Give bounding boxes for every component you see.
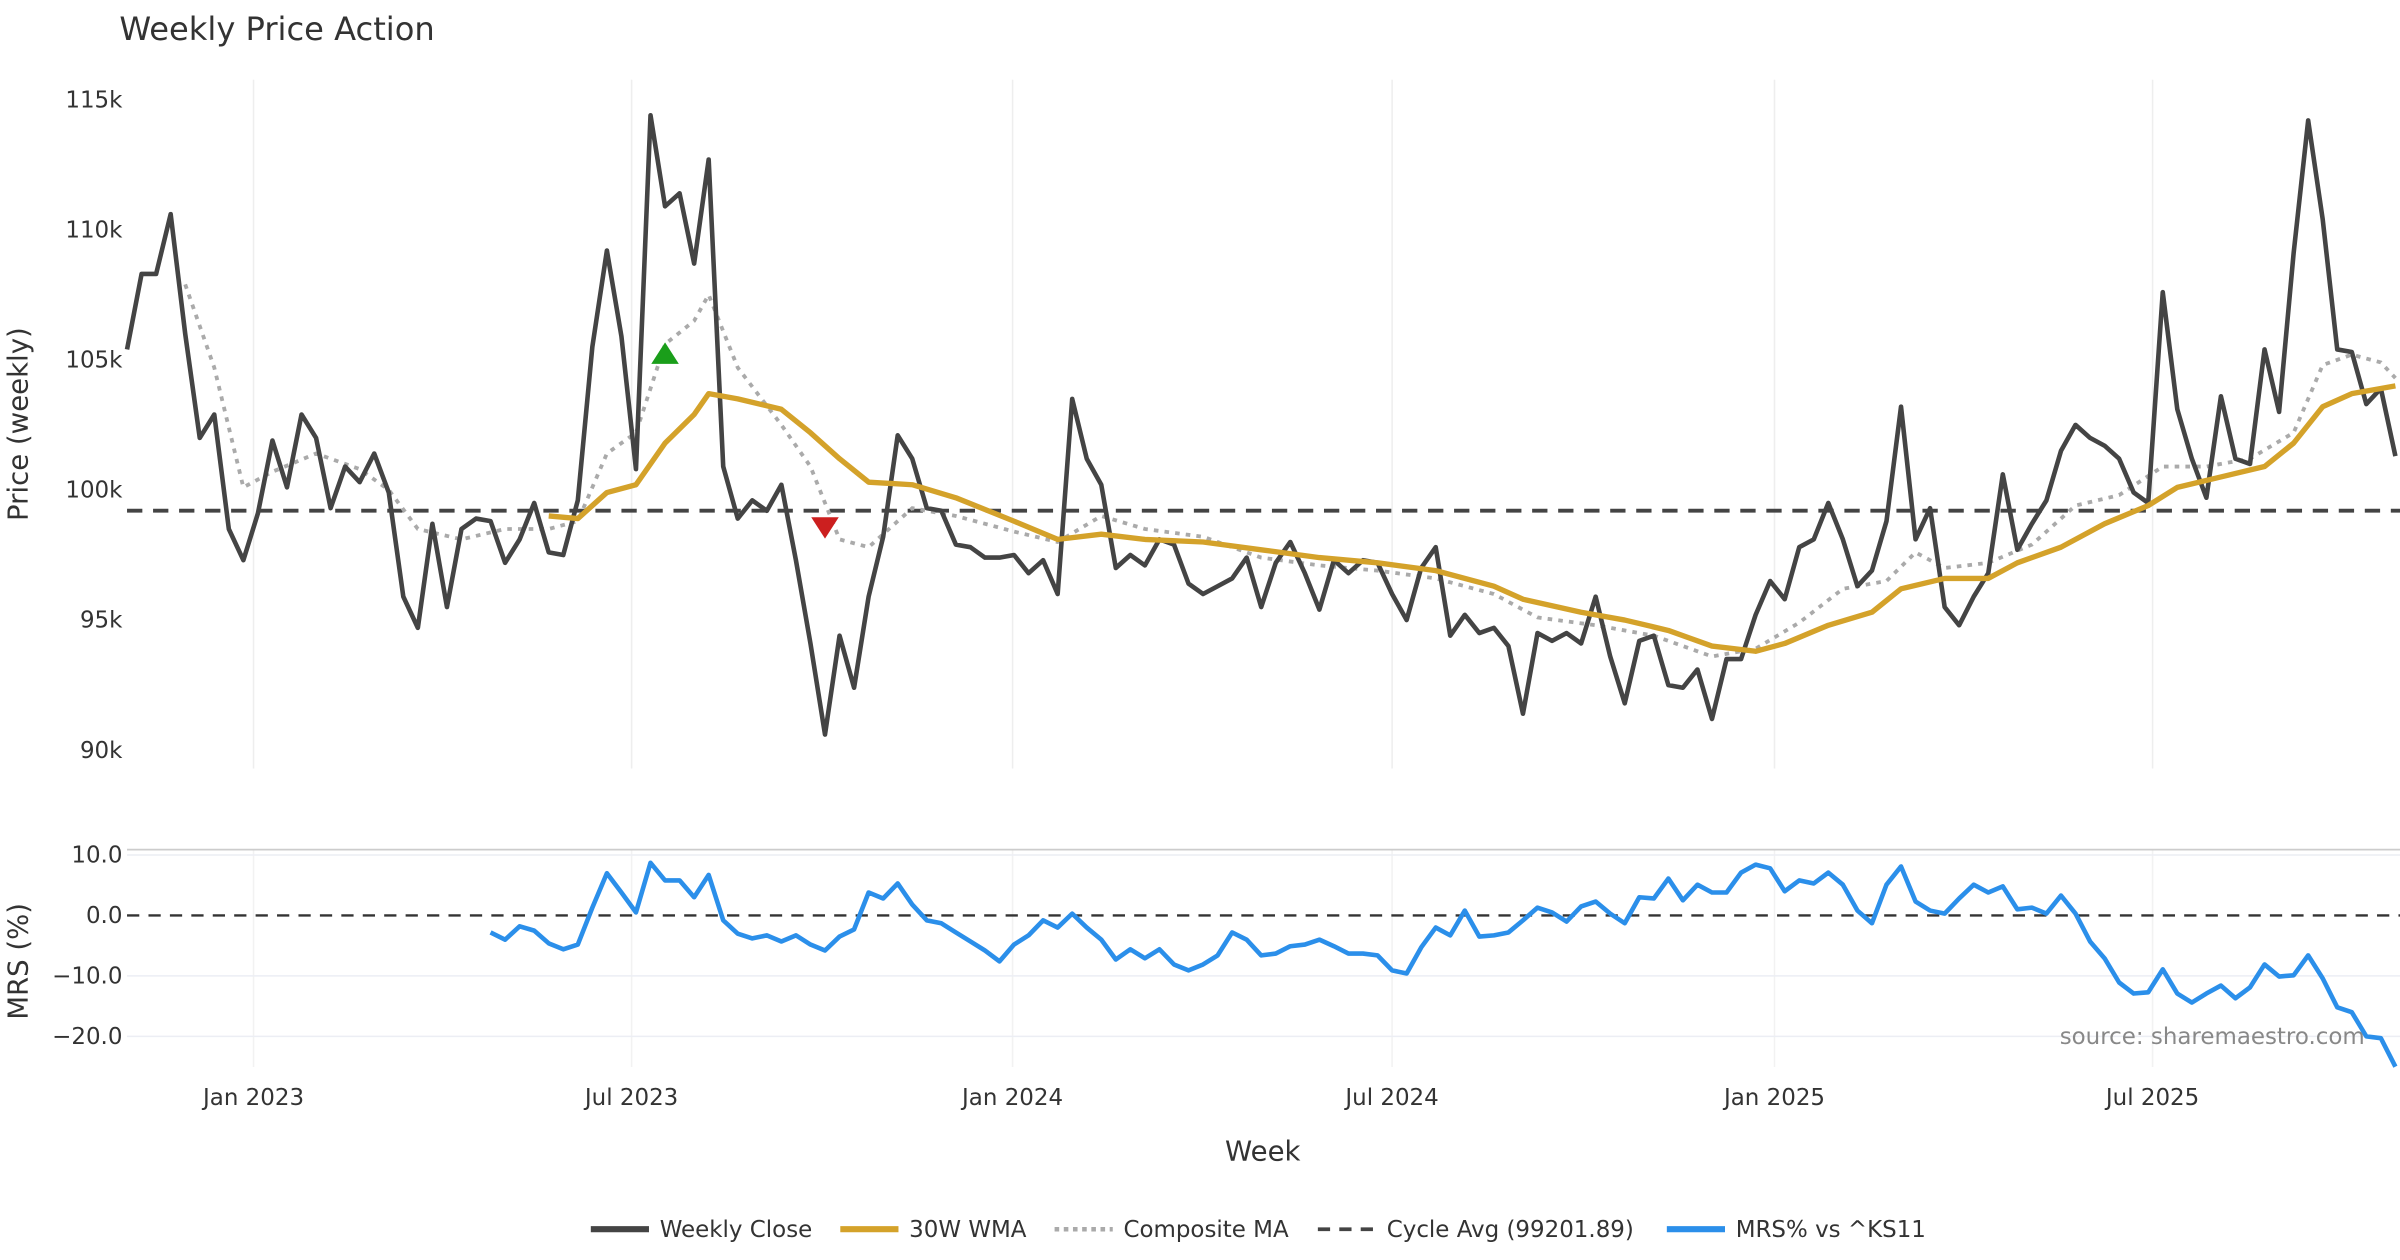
x-tick-label: Jul 2023	[583, 1085, 678, 1111]
legend-cycle-avg: Cycle Avg (99201.89)	[1387, 1217, 1634, 1243]
composite-ma-line	[183, 283, 2397, 659]
x-axis-label: Week	[1225, 1135, 1301, 1167]
mrs-line	[489, 860, 2398, 1068]
legend-wma: 30W WMA	[909, 1217, 1027, 1243]
mrs-lines	[489, 860, 2398, 1068]
x-tick-label: Jan 2024	[960, 1085, 1063, 1111]
mrs-y-tick-label: 0.0	[86, 903, 122, 929]
x-tick-label: Jan 2023	[201, 1085, 304, 1111]
legend-composite: Composite MA	[1123, 1217, 1288, 1243]
weekly-close-line	[124, 112, 2398, 737]
mrs-y-label: MRS (%)	[3, 903, 35, 1020]
grid	[127, 79, 2400, 1067]
source-label: source: sharemaestro.com	[2060, 1024, 2365, 1050]
wma-30w-line	[548, 383, 2396, 654]
mrs-y-tick-label: 10.0	[71, 843, 122, 869]
price-y-label: Price (weekly)	[3, 327, 35, 521]
buy-signal-marker	[651, 342, 679, 364]
mrs-y-ticks: 10.0 0.0 −10.0 −20.0	[52, 843, 122, 1050]
price-y-ticks: 90k 95k 100k 105k 110k 115k	[65, 87, 123, 764]
chart-title: Weekly Price Action	[119, 10, 434, 48]
price-y-tick-label: 90k	[80, 738, 123, 764]
x-ticks: Jan 2023 Jul 2023 Jan 2024 Jul 2024 Jan 2025…	[201, 1085, 2199, 1111]
mrs-y-tick-label: −10.0	[52, 964, 122, 990]
price-y-tick-label: 105k	[65, 348, 123, 374]
legend: Weekly Close 30W WMA Composite MA Cycle …	[590, 1217, 1926, 1243]
x-tick-label: Jul 2024	[1343, 1085, 1438, 1111]
price-y-tick-label: 95k	[80, 608, 123, 634]
x-tick-label: Jan 2025	[1722, 1085, 1825, 1111]
mrs-y-tick-label: −20.0	[52, 1024, 122, 1050]
x-tick-label: Jul 2025	[2104, 1085, 2199, 1111]
legend-weekly-close: Weekly Close	[660, 1217, 813, 1243]
price-y-tick-label: 115k	[65, 87, 123, 113]
price-y-tick-label: 110k	[65, 217, 123, 243]
price-y-tick-label: 100k	[65, 478, 123, 504]
legend-mrs: MRS% vs ^KS11	[1736, 1217, 1926, 1243]
sell-signal-marker	[811, 517, 839, 539]
price-lines	[124, 112, 2400, 737]
